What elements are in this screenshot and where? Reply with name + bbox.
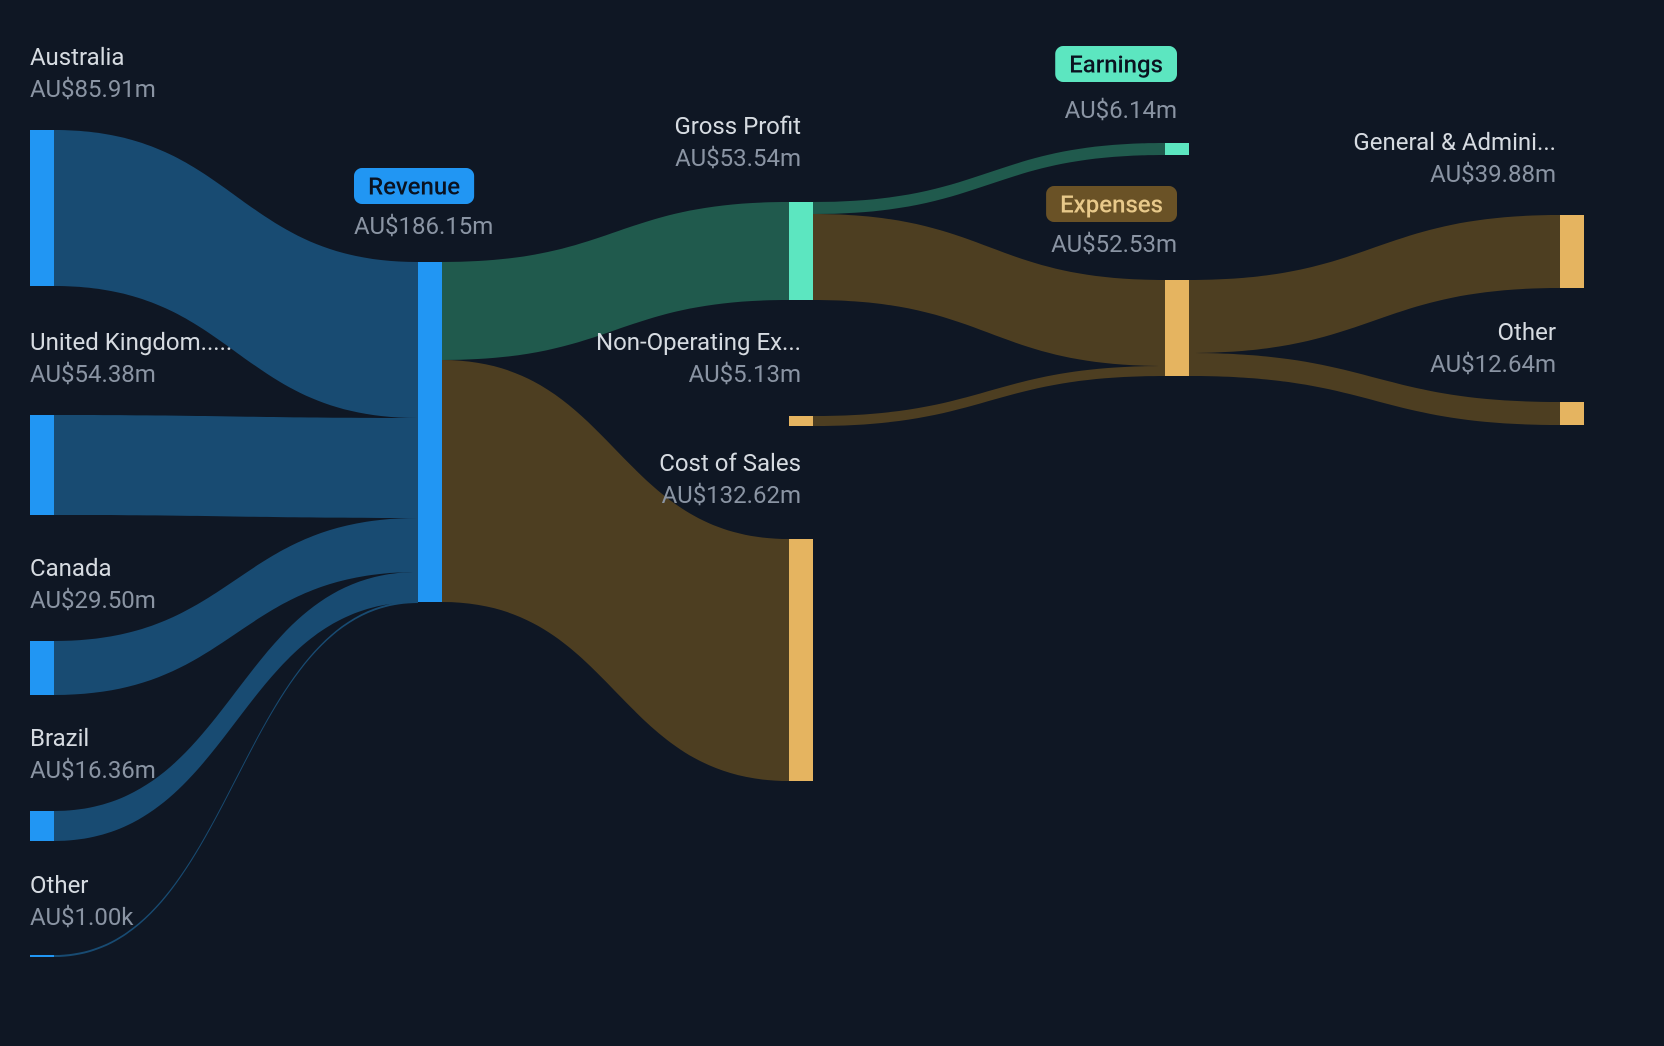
node-title-brazil: Brazil (30, 724, 89, 752)
sankey-node-gross (789, 202, 813, 300)
sankey-node-brazil (30, 811, 54, 841)
sankey-chart: Australia AU$85.91m United Kingdom..... AU$… (0, 0, 1664, 1046)
node-value-nonop: AU$5.13m (689, 360, 801, 388)
node-title-revenue: Revenue (368, 172, 460, 200)
sankey-node-uk (30, 415, 54, 515)
node-title-ga: General & Admini... (1353, 128, 1556, 156)
sankey-node-nonop (789, 416, 813, 426)
node-title-earnings: Earnings (1069, 50, 1163, 78)
sankey-node-other_src (30, 955, 54, 957)
sankey-node-other_out (1560, 402, 1584, 425)
node-title-uk: United Kingdom..... (30, 328, 232, 356)
sankey-node-australia (30, 130, 54, 286)
node-value-earnings: AU$6.14m (1065, 96, 1177, 124)
node-title-cos: Cost of Sales (659, 449, 801, 477)
node-value-other_out: AU$12.64m (1430, 350, 1556, 378)
sankey-node-canada (30, 641, 54, 695)
node-value-expenses: AU$52.53m (1051, 230, 1177, 258)
node-value-australia: AU$85.91m (30, 75, 156, 103)
node-value-canada: AU$29.50m (30, 586, 156, 614)
sankey-node-expenses (1165, 280, 1189, 376)
sankey-node-revenue (418, 262, 442, 602)
node-title-other_out: Other (1498, 318, 1556, 346)
node-value-gross: AU$53.54m (675, 144, 801, 172)
node-title-gross: Gross Profit (674, 112, 801, 140)
node-value-ga: AU$39.88m (1430, 160, 1556, 188)
sankey-node-earnings (1165, 143, 1189, 155)
sankey-node-ga (1560, 215, 1584, 288)
node-title-canada: Canada (30, 554, 112, 582)
node-title-expenses: Expenses (1060, 190, 1163, 218)
node-value-brazil: AU$16.36m (30, 756, 156, 784)
node-value-other_src: AU$1.00k (30, 903, 134, 931)
node-title-other_src: Other (30, 871, 88, 899)
node-value-cos: AU$132.62m (662, 481, 801, 509)
node-title-australia: Australia (30, 43, 124, 71)
sankey-node-cos (789, 539, 813, 781)
node-title-nonop: Non-Operating Ex... (596, 328, 801, 356)
node-value-revenue: AU$186.15m (354, 212, 493, 240)
sankey-link-uk-revenue (54, 415, 418, 518)
node-value-uk: AU$54.38m (30, 360, 156, 388)
